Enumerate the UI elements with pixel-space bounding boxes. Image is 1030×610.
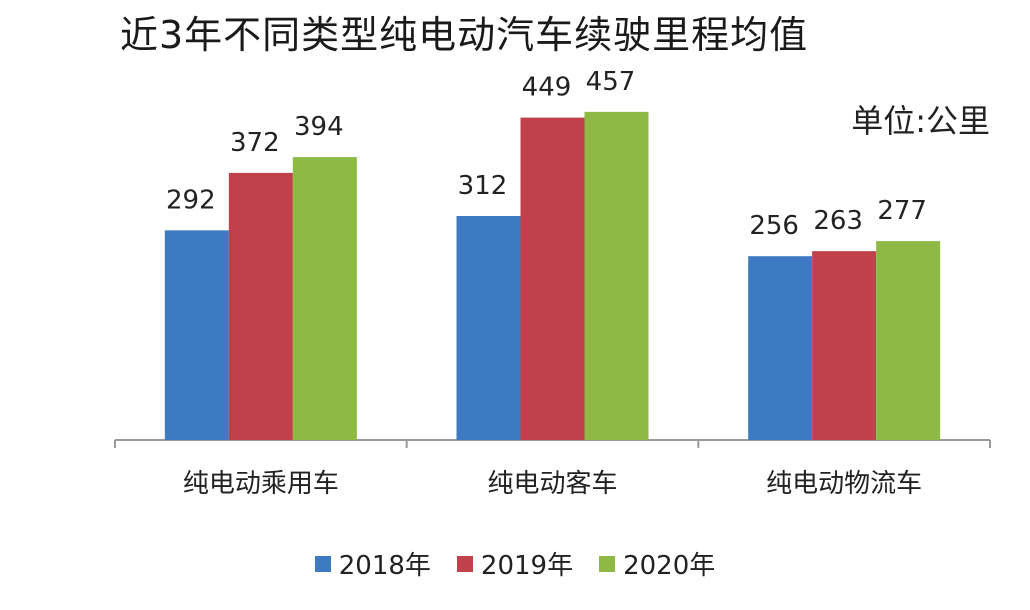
data-labels: 292 372 394 312 449 457 256 263 277 — [166, 67, 927, 241]
legend-label: 2020年 — [623, 551, 716, 581]
bar — [876, 241, 941, 440]
category-label: 纯电动客车 — [487, 469, 617, 499]
category-label: 纯电动物流车 — [766, 469, 922, 499]
data-label: 277 — [877, 196, 927, 226]
bar — [456, 215, 521, 440]
data-label: 457 — [586, 67, 636, 97]
bars — [164, 111, 941, 441]
data-label: 292 — [166, 185, 216, 215]
legend: 2018年 2019年 2020年 — [0, 545, 1030, 582]
legend-item: 2020年 — [599, 545, 715, 582]
legend-item: 2018年 — [314, 545, 431, 582]
data-label: 256 — [749, 211, 799, 241]
legend-swatch — [456, 555, 473, 572]
legend-label: 2019年 — [480, 551, 574, 581]
bar — [228, 172, 293, 441]
bar — [164, 230, 229, 440]
x-axis — [114, 439, 991, 448]
data-label: 394 — [294, 112, 344, 142]
bar — [812, 251, 877, 440]
unit-label: 单位:公里 — [851, 102, 990, 140]
data-label: 263 — [813, 206, 863, 236]
legend-item: 2019年 — [456, 545, 574, 582]
data-label: 372 — [230, 128, 280, 158]
legend-label: 2018年 — [338, 551, 431, 581]
data-label: 449 — [522, 73, 572, 103]
bar — [520, 117, 585, 441]
chart-title: 近3年不同类型纯电动汽车续驶里程均值 — [120, 13, 809, 57]
legend-swatch — [599, 555, 616, 572]
category-label: 纯电动乘用车 — [183, 469, 339, 499]
bar — [748, 256, 813, 440]
category-labels: 纯电动乘用车 纯电动客车 纯电动物流车 — [183, 469, 922, 499]
bar — [292, 157, 357, 440]
legend-swatch — [314, 555, 331, 572]
data-label: 312 — [458, 171, 508, 201]
bar — [584, 111, 649, 441]
